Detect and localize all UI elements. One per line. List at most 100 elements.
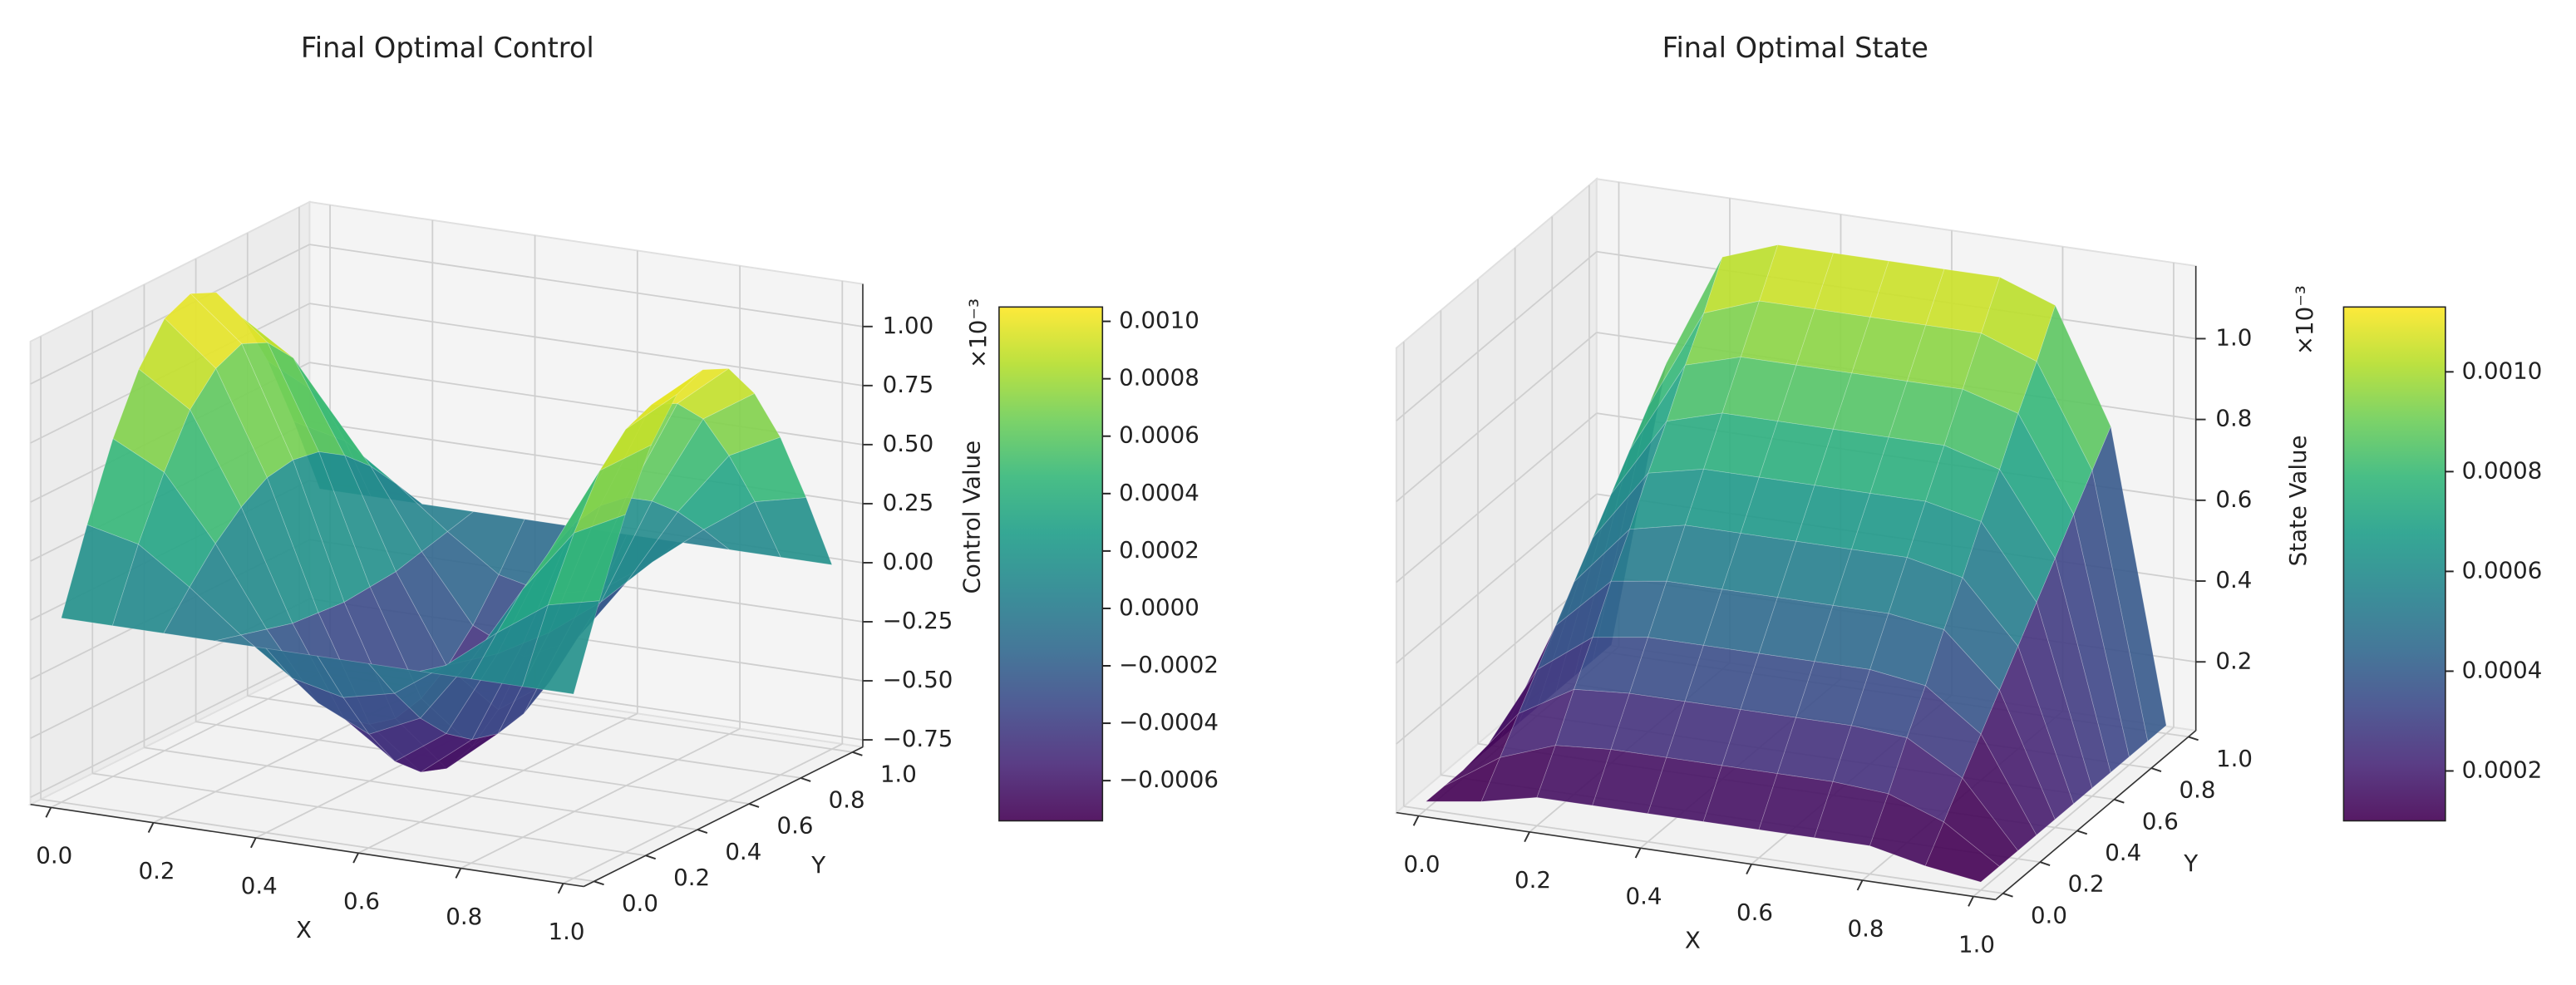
y-tick-label: 0.8 — [2179, 776, 2215, 804]
x-tick-label: 0.0 — [1404, 850, 1441, 878]
grid-line — [1396, 574, 1598, 745]
colorbar-tick-label: 0.0002 — [2462, 756, 2543, 783]
y-tick-label: 0.6 — [777, 812, 814, 840]
colorbar — [2342, 306, 2446, 822]
surface-patch — [625, 369, 703, 430]
z-tick-label: 1.0 — [2215, 323, 2252, 351]
grid-line — [1396, 493, 1598, 664]
y-tick — [594, 880, 604, 886]
surface-patch — [521, 600, 600, 695]
x-tick-label: 0.2 — [139, 857, 175, 884]
x-axis-label: X — [296, 916, 312, 943]
grid-line — [50, 667, 331, 809]
z-tick-label: 0.75 — [883, 371, 934, 398]
grid-line — [309, 244, 864, 328]
x-tick — [1634, 847, 1642, 859]
z-offset-label: ×10⁻³ — [964, 298, 992, 368]
x-tick-label: 0.8 — [446, 903, 482, 930]
z-tick-label: 0.00 — [883, 548, 934, 575]
surface-patch — [2054, 513, 2130, 774]
y-tick-label: 0.4 — [2105, 839, 2141, 866]
surface-patch — [573, 444, 652, 534]
x-tick — [1968, 895, 1974, 907]
colorbar-tick-label: 0.0004 — [1119, 479, 1199, 506]
y-tick — [697, 829, 708, 834]
z-tick-label: 0.25 — [883, 489, 934, 516]
y-tick — [2076, 830, 2088, 835]
colorbar-tick-label: 0.0002 — [1119, 536, 1199, 564]
z-tick-label: −0.50 — [883, 666, 953, 693]
axis-line — [1995, 730, 2197, 900]
y-tick-label: 1.0 — [2216, 745, 2253, 772]
x-tick — [455, 868, 462, 879]
x-tick-label: 0.4 — [241, 872, 278, 899]
x-tick-label: 0.6 — [1736, 899, 1773, 926]
y-tick-label: 0.8 — [829, 786, 865, 814]
y-tick-label: 0.0 — [2031, 901, 2067, 928]
grid-line — [309, 303, 864, 387]
y-axis-label: Y — [810, 851, 825, 879]
z-axis-label: State Value — [2284, 435, 2312, 566]
x-tick — [1412, 815, 1420, 826]
colorbar-tick-label: 0.0008 — [1119, 364, 1199, 392]
x-tick-label: 0.0 — [36, 842, 72, 869]
y-tick — [645, 854, 656, 860]
x-tick — [45, 806, 52, 818]
grid-line — [1973, 726, 2175, 898]
x-tick — [250, 837, 257, 849]
z-tick-label: 1.00 — [883, 312, 934, 339]
z-tick-label: −0.75 — [883, 725, 953, 752]
colorbar-tick-label: 0.0004 — [2462, 656, 2543, 683]
x-tick-label: 0.4 — [1626, 883, 1662, 910]
colorbar-tick-label: −0.0004 — [1119, 708, 1219, 736]
y-axis-label: Y — [2183, 850, 2198, 877]
colorbar-tick-label: 0.0000 — [1119, 593, 1199, 621]
colorbar-tick-label: −0.0006 — [1119, 766, 1219, 793]
x-tick — [1746, 864, 1752, 874]
surface-patch — [1980, 689, 2056, 836]
z-tick-label: 0.8 — [2215, 405, 2252, 432]
colorbar — [998, 306, 1104, 822]
y-tick-label: 0.2 — [2068, 870, 2105, 898]
x-tick — [147, 822, 155, 833]
y-tick-label: 0.4 — [725, 838, 761, 865]
y-tick — [2150, 767, 2162, 772]
grid-line — [563, 743, 843, 884]
grid-line — [357, 712, 638, 854]
chart-title: Final Optimal Control — [301, 32, 594, 64]
grid-line — [1403, 805, 2003, 894]
grid-line — [92, 772, 646, 857]
grid-line — [460, 727, 741, 869]
z-offset-label: ×10⁻³ — [2291, 285, 2318, 355]
x-tick-label: 1.0 — [1958, 931, 1995, 958]
z-tick-label: 0.4 — [2215, 566, 2252, 593]
grid-line — [40, 798, 594, 883]
y-tick — [800, 776, 811, 782]
grid-line — [30, 657, 310, 799]
x-tick-label: 0.8 — [1847, 914, 1884, 942]
surface-patch — [2073, 469, 2149, 758]
surface-patch — [598, 394, 677, 472]
z-tick-label: 0.50 — [883, 430, 934, 457]
surface-patch — [2091, 425, 2167, 742]
y-tick — [2039, 861, 2051, 866]
grid-line — [1396, 332, 1598, 503]
z-tick-label: −0.25 — [883, 607, 953, 634]
y-tick-label: 0.2 — [673, 864, 710, 891]
x-axis-label: X — [1685, 927, 1701, 954]
y-tick — [2114, 798, 2125, 804]
colorbar-tick-label: 0.0008 — [2462, 456, 2543, 484]
grid-line — [195, 721, 750, 805]
axis-line — [583, 746, 864, 888]
z-axis-label: Control Value — [958, 441, 985, 594]
colorbar-tick-label: 0.0006 — [1119, 421, 1199, 449]
grid-line — [1396, 412, 1598, 584]
x-tick-label: 1.0 — [549, 918, 585, 945]
y-tick-label: 1.0 — [880, 760, 917, 787]
y-tick — [2188, 736, 2199, 741]
axis-line — [30, 803, 584, 888]
surface-patch — [2017, 601, 2093, 805]
z-tick-label: 0.6 — [2215, 485, 2252, 513]
z-tick-label: 0.2 — [2215, 647, 2252, 674]
